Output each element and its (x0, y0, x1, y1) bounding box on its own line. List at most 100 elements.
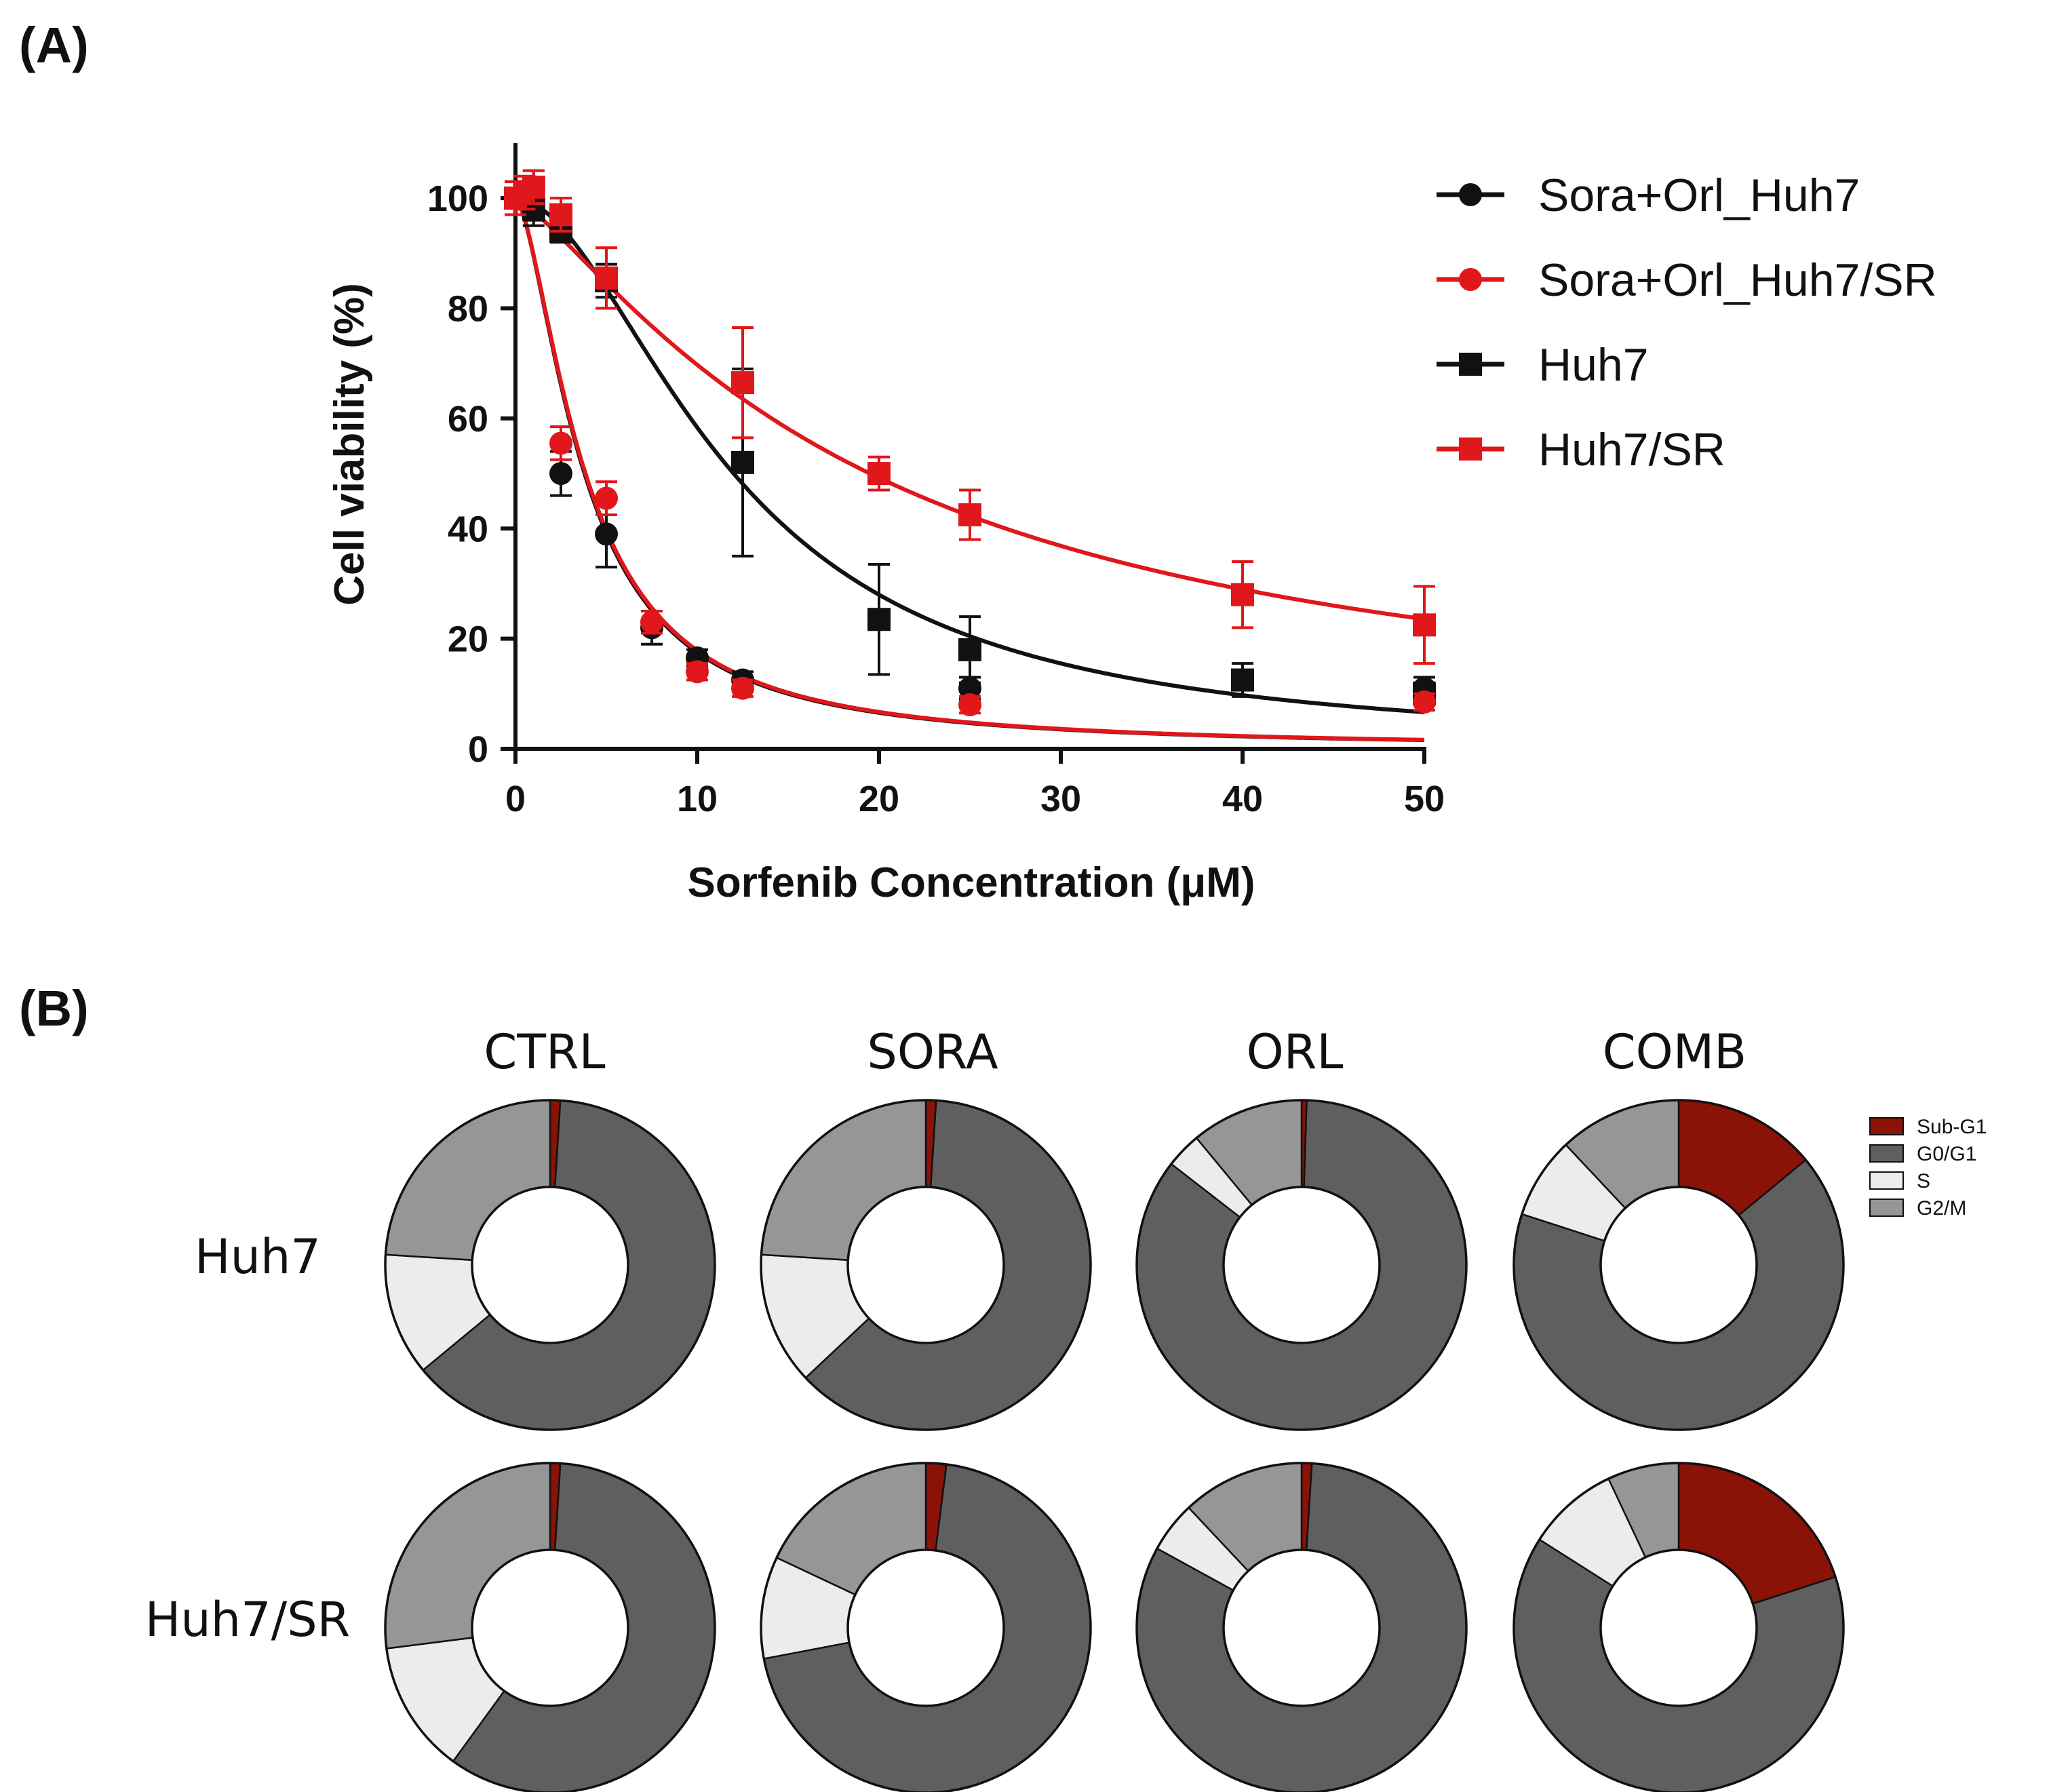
row-header: Huh7/SR (145, 1592, 351, 1648)
point-huh7-sr (522, 175, 545, 199)
donut-huh7-sr-orl (1135, 1462, 1468, 1792)
dose-response-chart: 0 10 20 30 40 50 0 20 40 60 80 100 Sorfenib Concent… (326, 143, 1937, 906)
legend-marker (1459, 437, 1482, 461)
donut-huh7-sr-sora (760, 1462, 1092, 1792)
point-huh7 (867, 608, 891, 631)
legend-label: Huh7/SR (1538, 424, 1725, 475)
point-huh7-sr (549, 203, 572, 227)
panel-b-label: (B) (19, 980, 89, 1036)
donut-huh7-sora (760, 1099, 1092, 1431)
donut-huh7-comb (1513, 1099, 1845, 1431)
column-header: ORL (1247, 1024, 1344, 1080)
donut-outer-ring (760, 1099, 1092, 1431)
legend-item: Huh7/SR (1437, 424, 1725, 475)
column-header: SORA (867, 1024, 998, 1080)
data-points (504, 169, 1436, 717)
phase-label: G0/G1 (1917, 1143, 1976, 1165)
fit-curve-sora-orl-huh7-sr (513, 197, 1425, 742)
donut-hole (1222, 1186, 1381, 1344)
point-huh7-sr (1231, 583, 1254, 606)
x-tick-label: 20 (859, 779, 899, 819)
y-tick-label: 60 (448, 399, 488, 440)
point-sora-orl-huh7-sr (686, 660, 709, 684)
phase-legend-item: G2/M (1869, 1197, 1966, 1220)
x-tick-label: 10 (677, 779, 718, 819)
panel-a-label: (A) (19, 17, 89, 73)
point-huh7 (731, 450, 754, 474)
donut-huh7-sr-ctrl (384, 1462, 716, 1792)
phase-legend: Sub-G1 G0/G1 S G2/M (1869, 1116, 1987, 1220)
donut-huh7-sr-comb (1513, 1462, 1845, 1792)
row-headers: Huh7 Huh7/SR (145, 1229, 351, 1648)
donut-outer-ring (384, 1099, 716, 1431)
point-sora-orl-huh7-sr (595, 486, 618, 510)
phase-legend-item: S (1869, 1170, 1930, 1192)
y-axis-label: Cell viability (%) (326, 283, 373, 605)
x-tick-label: 40 (1222, 779, 1263, 819)
point-huh7-sr (731, 371, 754, 395)
point-sora-orl-huh7-sr (549, 431, 572, 455)
legend-item: Sora+Orl_Huh7/SR (1437, 254, 1937, 306)
point-sora-orl-huh7-sr (731, 676, 754, 700)
y-tick-label: 40 (448, 509, 488, 549)
column-header: CTRL (484, 1024, 605, 1080)
donut-hole (1599, 1186, 1758, 1344)
x-axis-label: Sorfenib Concentration (μM) (688, 859, 1255, 906)
phase-swatch (1869, 1144, 1904, 1163)
column-headers: CTRL SORA ORL COMB (484, 1024, 1746, 1080)
point-sora-orl-huh7 (549, 462, 572, 486)
phase-swatch (1869, 1117, 1904, 1135)
x-tick-label: 30 (1040, 779, 1081, 819)
point-sora-orl-huh7 (595, 522, 618, 546)
fit-curve-huh7-sr (514, 196, 1425, 621)
legend-marker (1459, 353, 1482, 376)
phase-label: Sub-G1 (1917, 1116, 1987, 1138)
donut-hole (471, 1186, 629, 1344)
donuts (384, 1099, 1845, 1792)
donut-hole (846, 1548, 1005, 1707)
donut-outer-ring (1135, 1099, 1468, 1431)
donut-hole (471, 1548, 629, 1707)
point-huh7-sr (958, 503, 981, 526)
legend-item: Sora+Orl_Huh7 (1437, 170, 1860, 221)
donut-hole (1599, 1548, 1758, 1707)
donut-hole (846, 1186, 1005, 1344)
phase-label: G2/M (1917, 1197, 1966, 1220)
donut-hole (1222, 1548, 1381, 1707)
phase-swatch (1869, 1171, 1904, 1190)
legend-label: Huh7 (1538, 339, 1649, 391)
phase-legend-item: Sub-G1 (1869, 1116, 1987, 1138)
column-header: COMB (1603, 1024, 1746, 1080)
point-huh7-sr (595, 266, 618, 290)
donut-huh7-orl (1135, 1099, 1468, 1431)
donut-huh7-ctrl (384, 1099, 716, 1431)
point-sora-orl-huh7-sr (1413, 690, 1436, 714)
donut-outer-ring (1135, 1462, 1468, 1792)
point-sora-orl-huh7-sr (958, 693, 981, 717)
legend-label: Sora+Orl_Huh7/SR (1538, 254, 1937, 306)
point-huh7-sr (1413, 613, 1436, 637)
row-header: Huh7 (195, 1229, 321, 1285)
x-tick-label: 0 (505, 779, 526, 819)
y-tick-label: 100 (427, 178, 488, 219)
point-sora-orl-huh7-sr (640, 610, 663, 634)
donut-outer-ring (384, 1462, 716, 1792)
point-huh7-sr (867, 462, 891, 486)
phase-label: S (1917, 1170, 1930, 1192)
donut-outer-ring (1513, 1099, 1845, 1431)
x-tick-label: 50 (1404, 779, 1445, 819)
phase-swatch (1869, 1199, 1904, 1217)
phase-legend-item: G0/G1 (1869, 1143, 1976, 1165)
donut-outer-ring (760, 1462, 1092, 1792)
donut-outer-ring (1513, 1462, 1845, 1792)
y-tick-label: 80 (448, 289, 488, 330)
point-huh7 (958, 638, 981, 661)
y-tick-label: 0 (468, 729, 488, 770)
axes: 0 10 20 30 40 50 0 20 40 60 80 100 (427, 143, 1445, 819)
legend-marker (1459, 183, 1482, 206)
legend: Sora+Orl_Huh7 Sora+Orl_Huh7/SR Huh7 Huh7/SR (1437, 170, 1937, 475)
y-tick-label: 20 (448, 619, 488, 660)
point-huh7 (1231, 668, 1254, 692)
